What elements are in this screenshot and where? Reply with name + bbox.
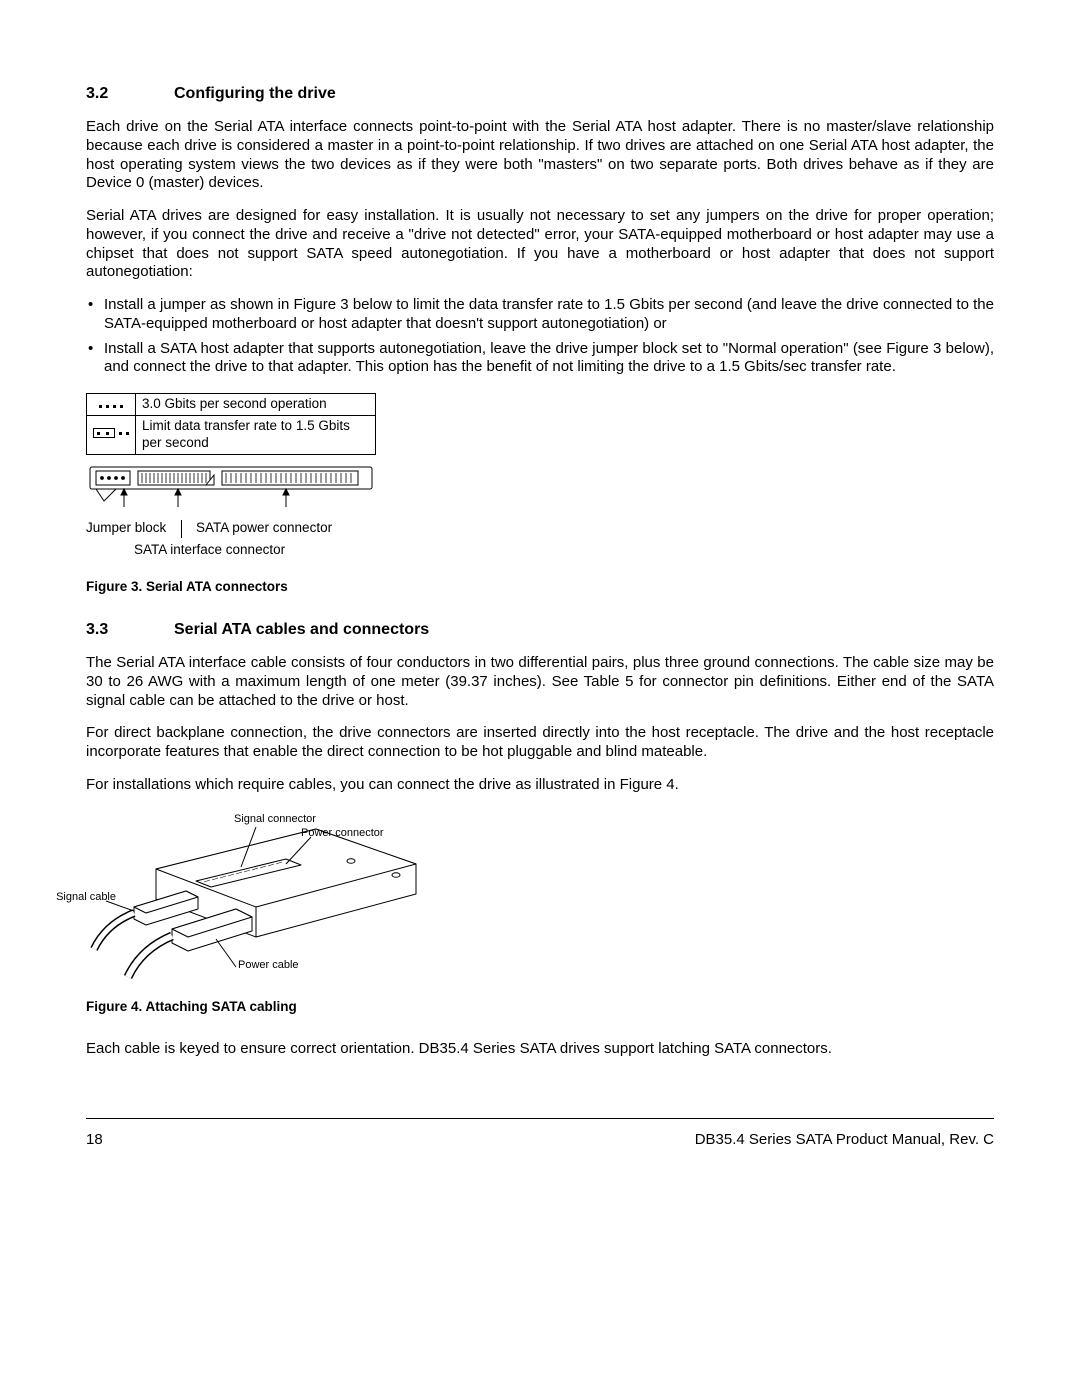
label-separator: [181, 520, 182, 538]
section-3-3-p3: For installations which require cables, …: [86, 776, 994, 795]
figure-4: Signal connector Power connector Signal …: [86, 809, 426, 979]
jumper-label-3g: 3.0 Gbits per second operation: [136, 394, 376, 416]
section-3-2-p2: Serial ATA drives are designed for easy …: [86, 207, 994, 282]
jumper-config-table: 3.0 Gbits per second operation Limit dat…: [86, 393, 376, 455]
section-title: Configuring the drive: [174, 84, 336, 104]
label-interface-connector: SATA interface connector: [134, 542, 994, 559]
section-number: 3.2: [86, 84, 174, 104]
connector-diagram: [86, 461, 994, 517]
label-signal-connector: Signal connector: [234, 813, 316, 827]
section-3-3-p2: For direct backplane connection, the dri…: [86, 724, 994, 762]
bullet-1: Install a jumper as shown in Figure 3 be…: [86, 296, 994, 334]
label-jumper-block: Jumper block: [86, 520, 181, 538]
bullet-2: Install a SATA host adapter that support…: [86, 340, 994, 378]
footer-rule: [86, 1118, 994, 1119]
figure-3-labels: Jumper block SATA power connector SATA i…: [86, 520, 994, 559]
label-power-cable: Power cable: [238, 959, 299, 973]
page-footer: 18 DB35.4 Series SATA Product Manual, Re…: [86, 1131, 994, 1150]
section-title: Serial ATA cables and connectors: [174, 620, 429, 640]
section-3-3-p1: The Serial ATA interface cable consists …: [86, 654, 994, 710]
section-3-2-p1: Each drive on the Serial ATA interface c…: [86, 118, 994, 193]
jumper-icon-1-5g: [87, 415, 136, 454]
figure-3: 3.0 Gbits per second operation Limit dat…: [86, 393, 994, 559]
p-after-figure-4: Each cable is keyed to ensure correct or…: [86, 1040, 994, 1059]
label-signal-cable: Signal cable: [56, 891, 116, 905]
jumper-icon-3g: [87, 394, 136, 416]
table-row: 3.0 Gbits per second operation: [87, 394, 376, 416]
section-3-3-heading: 3.3 Serial ATA cables and connectors: [86, 620, 994, 640]
jumper-label-1-5g: Limit data transfer rate to 1.5 Gbits pe…: [136, 415, 376, 454]
section-number: 3.3: [86, 620, 174, 640]
table-row: Limit data transfer rate to 1.5 Gbits pe…: [87, 415, 376, 454]
figure-4-caption: Figure 4. Attaching SATA cabling: [86, 999, 994, 1016]
section-3-2-heading: 3.2 Configuring the drive: [86, 84, 994, 104]
label-power-connector: Power connector: [301, 827, 384, 841]
section-3-2-bullets: Install a jumper as shown in Figure 3 be…: [86, 296, 994, 377]
footer-title: DB35.4 Series SATA Product Manual, Rev. …: [695, 1131, 994, 1150]
label-power-connector: SATA power connector: [196, 520, 332, 538]
figure-3-caption: Figure 3. Serial ATA connectors: [86, 579, 994, 596]
page-number: 18: [86, 1131, 103, 1150]
